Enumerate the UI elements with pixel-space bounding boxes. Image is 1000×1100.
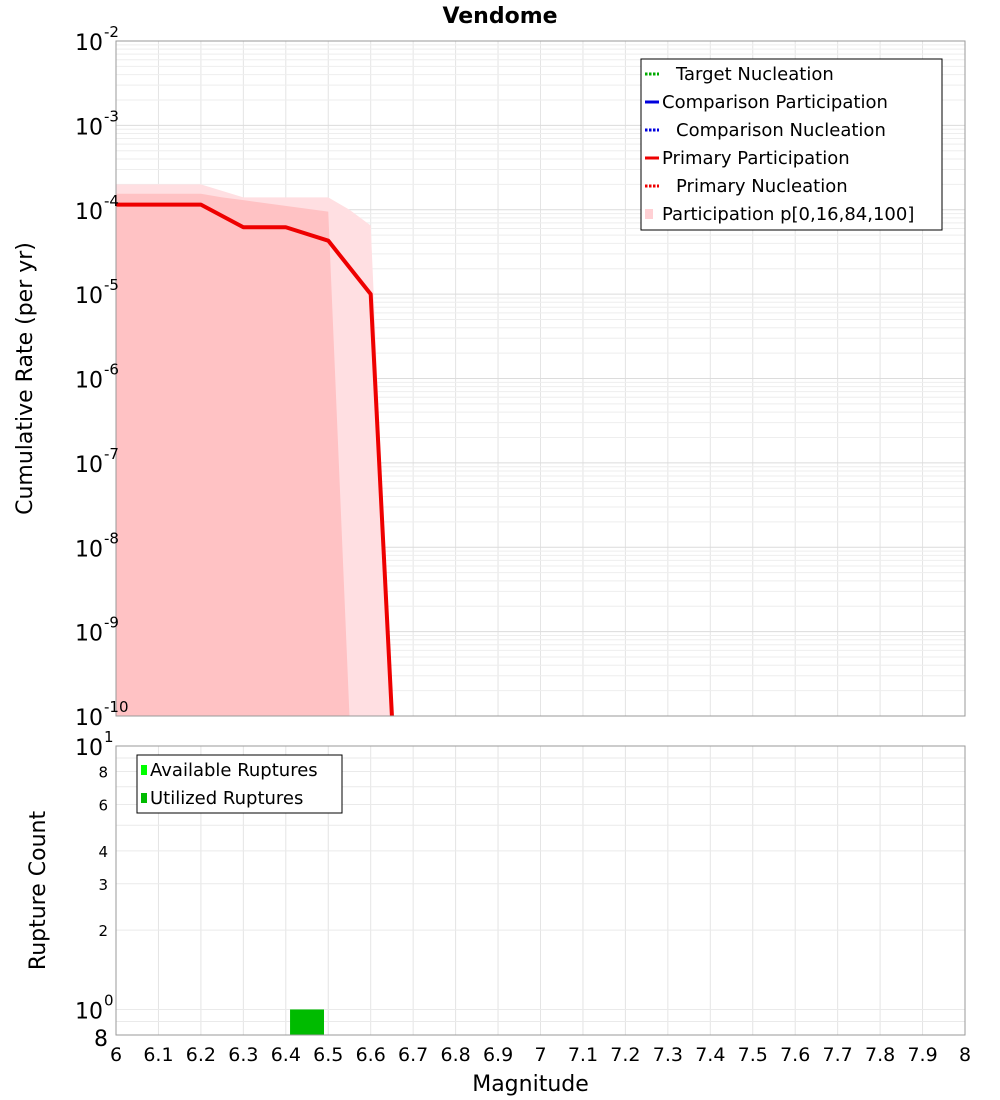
y-tick-label: 10 [75,537,103,562]
y-tick-label: 10 [75,453,103,478]
x-tick-label: 6.3 [228,1044,258,1066]
bar-utilized-ruptures [290,1009,325,1035]
y-tick-label-minor: 4 [98,843,108,861]
band-p16-p84 [116,193,350,716]
y-tick-exponent: -9 [104,614,119,632]
participation-bands [116,184,392,717]
x-tick-label: 7.4 [695,1044,725,1066]
legend-label: Utilized Ruptures [150,788,303,809]
y-tick-label: 10 [75,736,103,761]
rate-plot-frame [115,40,966,717]
legend-swatch [141,793,147,803]
y-tick-exponent: 1 [104,728,114,746]
count-bars [290,1009,325,1035]
y-tick-exponent: -6 [104,361,119,379]
legend-label: Participation p[0,16,84,100] [662,204,914,225]
y-tick-label: 10 [75,115,103,140]
legend-label: Primary Nucleation [676,176,848,197]
x-tick-label: 6.7 [398,1044,428,1066]
x-tick-label: 7.1 [568,1044,598,1066]
y-tick-label-minor: 2 [98,922,108,940]
legend-label: Primary Participation [662,148,850,169]
y-tick-label-minor: 8 [98,764,108,782]
series-line-primary-nucleation [116,203,394,717]
magnitude-x-axis-label: Magnitude [472,1072,589,1097]
count-y-axis-label: Rupture Count [26,811,51,971]
y-tick-label: 10 [75,999,103,1024]
legend-label: Available Ruptures [150,760,318,781]
x-tick-label: 6.2 [186,1044,216,1066]
y-tick-exponent: -5 [104,276,119,294]
x-tick-label: 6.6 [356,1044,386,1066]
chart-title: Vendome [442,4,557,29]
x-tick-label: 7.2 [610,1044,640,1066]
legend-swatch [645,209,653,219]
x-tick-label: 6.9 [483,1044,513,1066]
x-tick-label: 6 [110,1044,122,1066]
count-plot-frame [115,745,966,1036]
magnitude-x-ticks: 6 6.1 6.2 6.3 6.4 6.5 6.6 6.7 6.8 6.9 7 7.1 7.2 7.3 7.… [110,1044,971,1066]
y-tick-label-minor: 6 [98,796,108,814]
legend-label: Comparison Participation [662,92,888,113]
x-tick-label: 7.3 [653,1044,683,1066]
y-tick-exponent: -4 [104,192,119,210]
x-tick-label: 7.7 [823,1044,853,1066]
rate-legend: Target Nucleation Comparison Participatio… [640,58,943,231]
y-tick-label: 10 [75,706,103,731]
rate-y-ticks: 10-210-310-410-510-610-710-810-910-10 [75,23,129,731]
y-tick-label: 10 [75,200,103,225]
y-tick-exponent: 0 [104,991,114,1009]
x-tick-label: 6.4 [271,1044,301,1066]
y-tick-label-minor: 3 [98,876,108,894]
legend-box [640,58,943,231]
y-tick-exponent: -10 [104,698,129,716]
y-tick-exponent: -8 [104,529,119,547]
y-tick-label: 10 [75,369,103,394]
x-tick-label: 7.8 [865,1044,895,1066]
legend-swatch [141,765,147,775]
count-legend: Available Ruptures Utilized Ruptures [136,754,343,814]
legend-label: Target Nucleation [675,64,834,85]
x-tick-label: 7.6 [780,1044,810,1066]
y-tick-exponent: -7 [104,445,119,463]
y-tick-label: 10 [75,622,103,647]
x-tick-label: 7.9 [907,1044,937,1066]
y-tick-exponent: -3 [104,107,119,125]
rate-y-axis-label: Cumulative Rate (per yr) [13,242,38,515]
y-tick-label: 10 [75,284,103,309]
x-tick-label: 7.5 [738,1044,768,1066]
y-tick-label: 10 [75,31,103,56]
legend-label: Comparison Nucleation [676,120,886,141]
rate-lines [116,202,394,717]
x-tick-label: 8 [959,1044,971,1066]
x-tick-label: 6.1 [143,1044,173,1066]
x-tick-label: 7 [534,1044,546,1066]
y-tick-exponent: -2 [104,23,119,41]
y-tick-label-minor: 8 [94,1027,108,1052]
x-tick-label: 6.8 [440,1044,470,1066]
x-tick-label: 6.5 [313,1044,343,1066]
legend-box [136,754,343,814]
rate-panel: 10-210-310-410-510-610-710-810-910-10 Cu… [13,23,966,731]
